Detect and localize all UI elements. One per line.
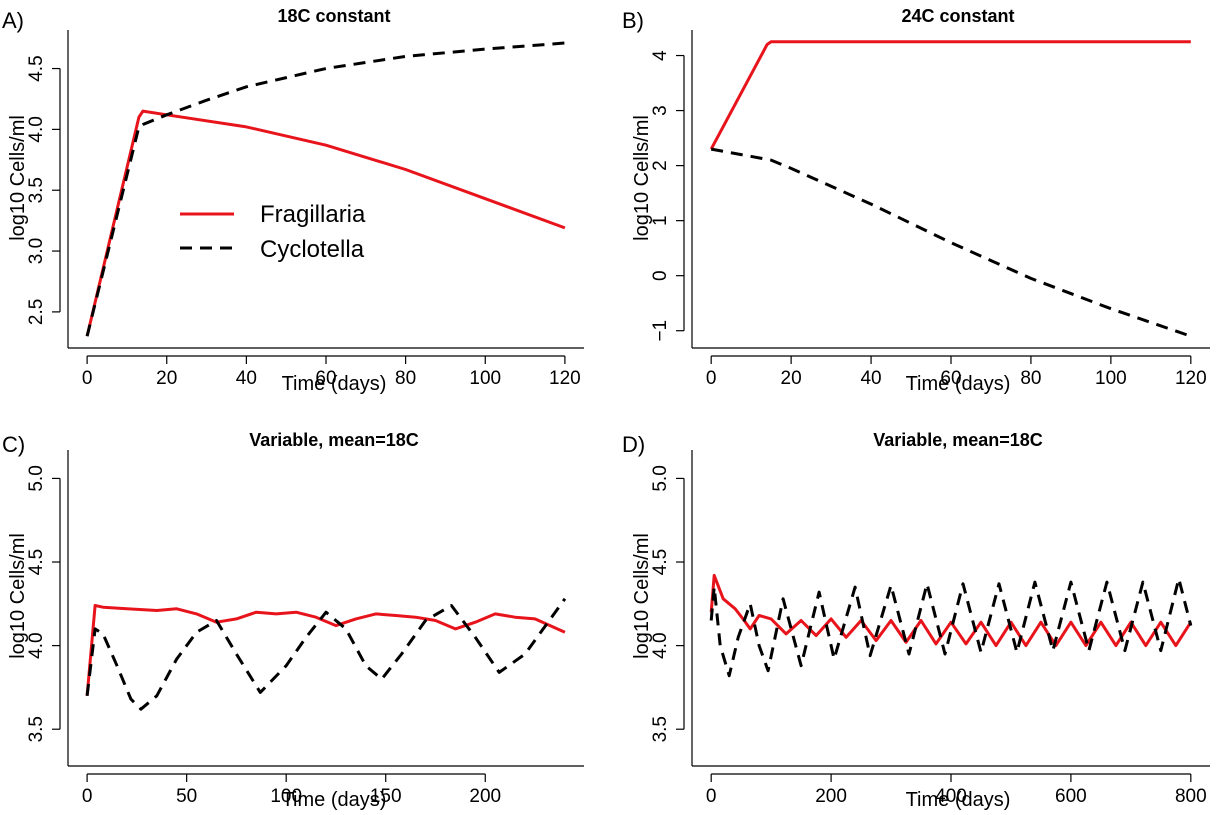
panel-c-x-tick-label: 50 [176,786,197,807]
panel-c-ylabel: log10 Cells/ml [7,533,29,659]
panel-b-y-tick-label: 3 [650,105,671,116]
panel-a-y-tick-label: 4.0 [26,116,47,142]
panel-a-x-tick-label: 20 [156,368,177,389]
panel-a-x-tick-label: 100 [469,368,501,389]
panel-a: A) 18C constant Time (days) log10 Cells/… [2,6,584,395]
panel-d-y-tick-label: 4.0 [650,632,671,658]
panel-c-tag: C) [2,432,25,457]
panel-b-x-tick-label: 80 [1020,368,1041,389]
panel-c-title: Variable, mean=18C [249,430,419,450]
panel-d-series-cyclotella [709,577,1193,678]
panel-b-x-tick-label: 20 [781,368,802,389]
panel-d-y-tick-label: 4.5 [650,549,671,575]
panel-d-title: Variable, mean=18C [873,430,1043,450]
panel-b-x-tick-label: 120 [1175,368,1207,389]
panel-b-y-tick-label: 2 [650,160,671,171]
panel-d-ylabel: log10 Cells/ml [631,533,653,659]
panel-c-x-tick-label: 200 [469,786,501,807]
panel-c-x-tick-label: 0 [82,786,93,807]
panel-a-y-tick-label: 2.5 [26,299,47,325]
panel-b-title: 24C constant [901,6,1014,26]
panel-a-series-fragillaria [85,109,566,337]
legend: Fragillaria Cyclotella [180,201,366,263]
panel-a-x-tick-label: 40 [236,368,257,389]
panel-c-series-cyclotella [85,597,567,711]
panel-b-y-tick-label: 0 [650,270,671,281]
panel-b: B) 24C constant Time (days) log10 Cells/… [622,6,1210,395]
panel-a-y-tick-label: 4.5 [26,55,47,81]
panel-c-y-tick-label: 5.0 [26,465,47,491]
panel-a-x-tick-label: 80 [395,368,416,389]
panel-c: C) Variable, mean=18C Time (days) log10 … [2,430,584,811]
panel-a-x-tick-label: 120 [549,368,581,389]
panel-b-x-tick-label: 60 [940,368,961,389]
panel-c-x-tick-label: 150 [370,786,402,807]
panel-a-axes: 0 20 40 60 80 100 120 2.5 3.0 3.5 4.0 4.5 [26,30,584,389]
panel-d-tag: D) [622,432,645,457]
panel-c-series-fragillaria [85,604,566,696]
panel-d-y-tick-label: 3.5 [650,716,671,742]
panel-b-tag: B) [622,8,644,33]
panel-d-xlabel: Time (days) [906,789,1011,811]
panel-d-x-tick-label: 600 [1055,786,1087,807]
legend-label-cyclotella: Cyclotella [260,236,365,263]
panel-b-x-tick-label: 100 [1095,368,1127,389]
panel-a-series [85,41,566,337]
panel-d-x-tick-label: 200 [815,786,847,807]
panel-c-xlabel: Time (days) [282,789,387,811]
panel-c-axes: 0 50 100 150 200 3.5 4.0 4.5 5.0 [26,450,584,807]
panel-b-y-tick-label: 4 [650,50,671,61]
panel-c-series [85,597,567,711]
panel-a-series-cyclotella [85,41,566,337]
panel-d-x-tick-label: 0 [706,786,717,807]
panel-a-xlabel: Time (days) [282,373,387,395]
panel-b-xlabel: Time (days) [906,373,1011,395]
panel-a-y-tick-label: 3.0 [26,238,47,264]
panel-c-x-tick-label: 100 [270,786,302,807]
panel-c-y-tick-label: 4.0 [26,632,47,658]
panel-b-y-tick-label: 1 [650,215,671,226]
panel-a-x-tick-label: 60 [315,368,336,389]
panel-d-y-tick-label: 5.0 [650,465,671,491]
panel-d-x-tick-label: 400 [935,786,967,807]
panel-b-ylabel: log10 Cells/ml [631,115,653,241]
panel-b-y-tick-label: −1 [650,320,671,342]
panel-a-ylabel: log10 Cells/ml [7,115,29,241]
panel-d-x-tick-label: 800 [1175,786,1207,807]
panel-d: D) Variable, mean=18C Time (days) log10 … [622,430,1210,811]
panel-a-y-tick-label: 3.5 [26,177,47,203]
panel-a-title: 18C constant [277,6,390,26]
panel-c-y-tick-label: 3.5 [26,716,47,742]
panel-c-y-tick-label: 4.5 [26,549,47,575]
panel-b-x-tick-label: 40 [860,368,881,389]
panel-d-series [709,573,1193,678]
panel-b-series-fragillaria [709,40,1191,150]
panel-b-x-tick-label: 0 [706,368,717,389]
legend-label-fragillaria: Fragillaria [260,201,366,228]
panel-d-axes: 0 200 400 600 800 3.5 4.0 4.5 5.0 [650,450,1210,807]
panel-b-series-cyclotella [710,147,1192,338]
panel-b-series [709,40,1192,338]
panel-a-tag: A) [2,8,24,33]
panel-d-series-fragillaria [709,573,1193,648]
panel-b-axes: 0 20 40 60 80 100 120 −1 0 1 2 3 4 [650,30,1210,389]
panel-a-x-tick-label: 0 [82,368,93,389]
